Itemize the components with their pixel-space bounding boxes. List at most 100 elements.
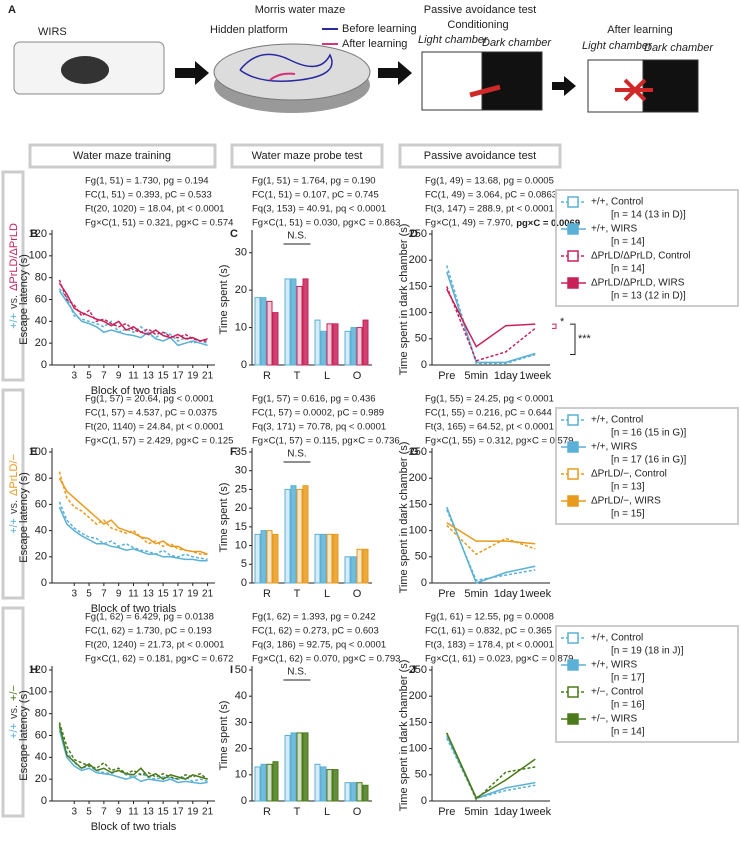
after-learning: After learning: [607, 24, 672, 36]
stat-bold: pg×C = 0.0069: [516, 218, 580, 229]
legend-label: +/+, Control: [591, 415, 643, 426]
x-tick-label: 1day: [494, 588, 518, 600]
stat-line: Ft(20, 1140) = 24.84, pt < 0.0001: [85, 422, 224, 433]
column-header: Passive avoidance test: [424, 150, 537, 162]
stat-line: Ft(20, 1240) = 21.73, pt < 0.0001: [85, 640, 224, 651]
y-tick-label: 0: [241, 577, 247, 589]
row-label-control: +/+: [8, 313, 20, 329]
bar: [344, 782, 351, 802]
y-tick-label: 80: [35, 708, 47, 720]
x-tick-label: 15: [158, 371, 170, 382]
bar: [290, 732, 297, 802]
bar: [272, 533, 279, 584]
series-line: [58, 477, 208, 555]
series-line: [446, 524, 536, 556]
column-header: Water maze probe test: [252, 150, 363, 162]
bar: [314, 533, 321, 584]
x-tick-label: 5: [86, 589, 92, 600]
y-tick-label: 0: [421, 795, 427, 807]
series-line: [58, 501, 208, 561]
y-tick-label: 0: [241, 359, 247, 371]
legend-n: [n = 17 (16 in G)]: [611, 455, 687, 466]
x-tick-label: 5: [86, 807, 92, 818]
bar: [260, 530, 267, 584]
panel-label: E: [30, 446, 37, 458]
y-tick-label: 100: [29, 446, 47, 458]
y-tick-label: 200: [409, 472, 427, 484]
y-tick-label: 20: [35, 551, 47, 563]
stat-line: FC(1, 57) = 0.0002, pC = 0.989: [252, 408, 384, 419]
row-frame: [1, 388, 25, 600]
x-axis-label: Block of two trials: [91, 385, 177, 397]
x-tick-label: 9: [116, 371, 122, 382]
annotation: ***: [578, 333, 592, 345]
x-tick-label: 7: [101, 371, 107, 382]
bar: [254, 533, 261, 584]
y-tick-label: 25: [235, 483, 247, 495]
y-axis-label: Escape latency (s): [18, 254, 30, 344]
bar: [362, 784, 369, 802]
mouse: [61, 56, 109, 84]
x-tick-label: L: [324, 588, 330, 600]
legend-n: [n = 13 (12 in D)]: [611, 291, 686, 302]
bar: [266, 300, 273, 366]
cross: [615, 78, 653, 102]
y-tick-label: 30: [235, 716, 247, 728]
arrow: [552, 76, 576, 96]
row-label-mutant: ΔPrLD/−: [8, 454, 20, 496]
x-tick-label: O: [353, 588, 362, 600]
stat-line: FC(1, 62) = 0.273, pC = 0.603: [252, 626, 379, 637]
bar: [320, 330, 327, 366]
x-tick-label: 17: [172, 807, 184, 818]
bar: [290, 278, 297, 366]
panel-label: J: [410, 664, 416, 676]
x-tick-label: 1week: [519, 588, 551, 600]
y-tick-label: 0: [41, 359, 47, 371]
legend-marker: [567, 414, 579, 426]
legend-marker: [567, 196, 579, 208]
legend-marker: [567, 632, 579, 644]
stat-line: FC(1, 62) = 1.730, pC = 0.193: [85, 626, 212, 637]
stat-line: Fg(1, 62) = 6.429, pg = 0.0138: [85, 612, 214, 623]
x-tick-label: 1week: [519, 806, 551, 818]
y-tick-label: 200: [409, 254, 427, 266]
row-label-vs: vs.: [8, 295, 20, 309]
row-label-mutant: +/−: [8, 685, 20, 701]
row-label: +/+ vs. ΔPrLD/ΔPrLD: [8, 223, 20, 329]
stat-line: Fg×C(1, 49) = 7.970, pg×C = 0.0069: [425, 218, 580, 229]
annotation: N.S.: [287, 449, 306, 460]
x-tick-label: 13: [143, 371, 155, 382]
pa-title: Passive avoidance test: [424, 4, 537, 16]
x-tick-label: 5: [86, 371, 92, 382]
stat-line: Fg×C(1, 62) = 0.070, pg×C = 0.793: [252, 654, 400, 665]
x-tick-label: O: [353, 806, 362, 818]
bar: [356, 548, 363, 584]
stat-line: FC(1, 61) = 0.832, pC = 0.365: [425, 626, 552, 637]
series-line: [446, 522, 536, 545]
x-tick-label: 17: [172, 589, 184, 600]
bar: [290, 485, 297, 584]
y-tick-label: 20: [235, 502, 247, 514]
legend-marker: [567, 250, 579, 262]
row-frame: [1, 606, 25, 818]
row-label-control: +/+: [8, 518, 20, 534]
x-tick-label: 21: [202, 807, 214, 818]
x-tick-label: 19: [187, 589, 199, 600]
bar: [314, 319, 321, 366]
legend-label: +/+, Control: [591, 633, 643, 644]
stat-line: Fg(1, 49) = 13.68, pg = 0.0005: [425, 176, 554, 187]
before-label: Before learning: [342, 23, 417, 35]
y-tick-label: 80: [35, 472, 47, 484]
bar: [326, 769, 333, 802]
legend-label: ΔPrLD/ΔPrLD, Control: [591, 251, 691, 262]
y-tick-label: 20: [35, 337, 47, 349]
series-line: [446, 265, 536, 365]
series-line: [446, 271, 536, 364]
panel-label: I: [230, 664, 233, 676]
series-line: [58, 290, 208, 347]
y-tick-label: 150: [409, 280, 427, 292]
panel-label: C: [230, 228, 238, 240]
x-tick-label: 5min: [464, 370, 488, 382]
bar: [350, 327, 357, 366]
x-tick-label: 21: [202, 589, 214, 600]
